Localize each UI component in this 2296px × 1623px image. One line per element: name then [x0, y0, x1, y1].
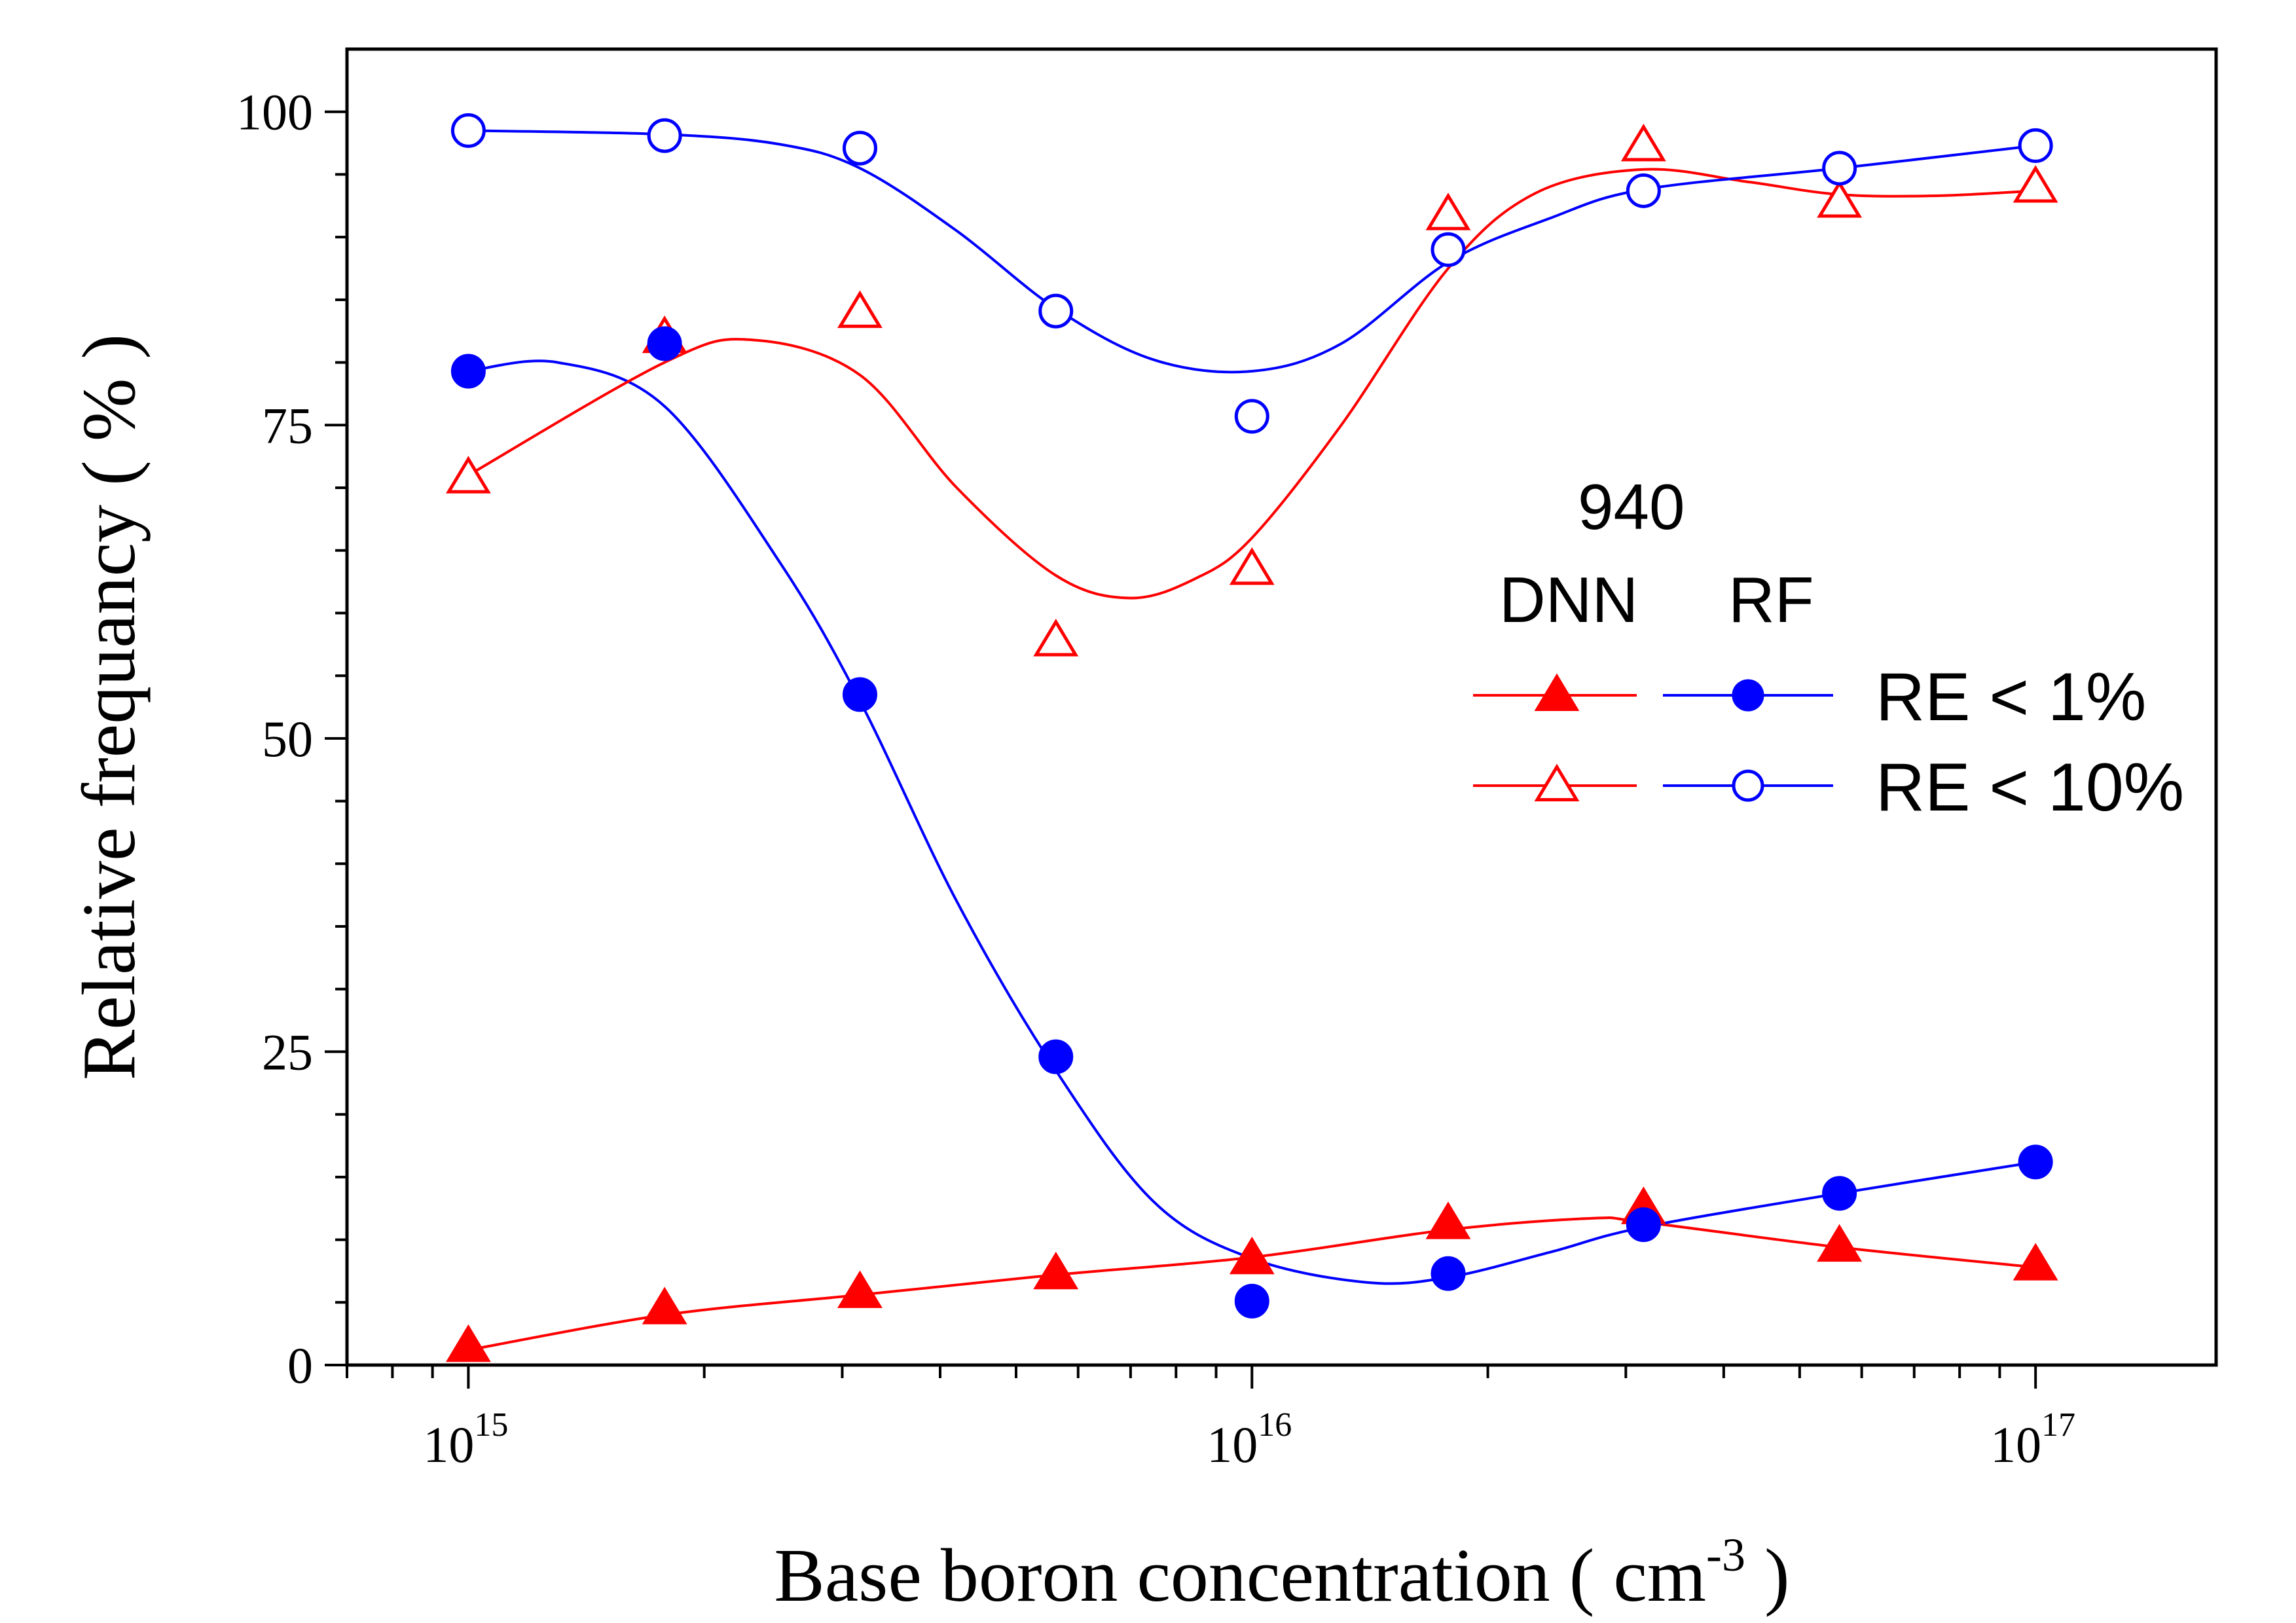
y-tick-label: 100 — [236, 84, 313, 141]
legend-title: 940 — [1578, 471, 1685, 543]
x-tick-label: 1016 — [1207, 1406, 1292, 1473]
legend-label: RE < 10% — [1876, 750, 2184, 826]
x-tick-exponent: 16 — [1258, 1406, 1292, 1444]
plot-frame — [345, 47, 2218, 1367]
legend: 940 DNN RF RE < 1% RE < 10% — [1473, 471, 2184, 826]
legend-marker-rf — [1732, 769, 1764, 802]
y-tick-label: 75 — [262, 397, 313, 454]
legend-marker-dnn — [1534, 673, 1580, 711]
data-point-rf_re1 — [1822, 1176, 1857, 1211]
data-point-rf_re1 — [1038, 1039, 1074, 1074]
data-point-dnn_re10 — [837, 290, 883, 328]
x-tick-base: 10 — [1207, 1416, 1258, 1473]
x-tick-base: 10 — [1990, 1416, 2041, 1473]
fit-curve-rf_re10 — [468, 129, 2036, 374]
fit-curves — [467, 129, 2036, 1351]
fit-curve-dnn_re10 — [467, 168, 2036, 600]
data-point-rf_re10 — [1626, 173, 1661, 208]
data-point-rf_re1 — [647, 326, 682, 361]
y-axis-label: Relative frequancy ( % ) — [67, 334, 151, 1080]
data-point-dnn_re1 — [2013, 1243, 2058, 1281]
x-tick-label: 1017 — [1990, 1406, 2075, 1473]
x-axis-label-superscript: -3 — [1706, 1529, 1745, 1581]
legend-column-rf: RF — [1728, 564, 1814, 636]
x-axis-label: Base boron concentration ( cm-3 ) — [774, 1529, 1789, 1618]
data-point-rf_re1 — [842, 677, 877, 712]
data-point-rf_re10 — [842, 130, 877, 166]
x-tick-exponent: 17 — [2041, 1406, 2075, 1444]
data-point-dnn_re1 — [1229, 1236, 1275, 1275]
legend-column-dnn: DNN — [1499, 564, 1638, 636]
data-point-dnn_re1 — [837, 1270, 883, 1308]
x-tick-exponent: 15 — [474, 1406, 508, 1444]
data-point-rf_re10 — [1038, 293, 1074, 329]
data-point-dnn_re10 — [2013, 165, 2058, 203]
data-point-dnn_re10 — [1229, 547, 1275, 585]
x-axis-label-tail: ) — [1745, 1534, 1790, 1618]
x-tick-label: 1015 — [423, 1406, 508, 1473]
legend-label: RE < 1% — [1876, 659, 2146, 735]
data-point-rf_re10 — [450, 113, 486, 148]
data-point-dnn_re10 — [1817, 180, 1863, 218]
data-point-rf_re10 — [1430, 232, 1466, 267]
data-point-dnn_re1 — [445, 1324, 491, 1362]
y-tick-label: 25 — [262, 1023, 313, 1080]
data-point-dnn_re10 — [1425, 192, 1471, 230]
legend-marker-dnn — [1534, 763, 1580, 801]
data-point-dnn_re10 — [1033, 619, 1079, 657]
data-point-rf_re10 — [1234, 399, 1269, 434]
data-point-dnn_re10 — [1620, 123, 1666, 162]
data-point-rf_re1 — [1430, 1256, 1466, 1291]
data-point-dnn_re1 — [1425, 1201, 1471, 1239]
data-point-dnn_re10 — [445, 456, 491, 494]
x-tick-base: 10 — [423, 1416, 474, 1473]
y-tick-label: 0 — [287, 1337, 313, 1394]
data-point-rf_re10 — [1822, 151, 1857, 186]
data-markers — [445, 113, 2058, 1362]
data-point-rf_re10 — [647, 118, 682, 153]
data-point-rf_re1 — [2018, 1144, 2053, 1180]
legend-marker-rf — [1732, 679, 1764, 712]
x-axis-label-main: Base boron concentration ( cm — [774, 1534, 1706, 1618]
data-point-dnn_re1 — [1033, 1251, 1079, 1290]
data-point-rf_re10 — [2018, 128, 2053, 163]
y-tick-label: 50 — [262, 710, 313, 767]
data-point-rf_re1 — [1234, 1283, 1269, 1319]
fit-curve-dnn_re1 — [468, 1216, 2036, 1351]
data-point-rf_re1 — [1626, 1207, 1661, 1243]
data-point-dnn_re1 — [1817, 1224, 1863, 1262]
data-point-dnn_re1 — [642, 1286, 687, 1324]
data-point-rf_re1 — [450, 354, 486, 389]
